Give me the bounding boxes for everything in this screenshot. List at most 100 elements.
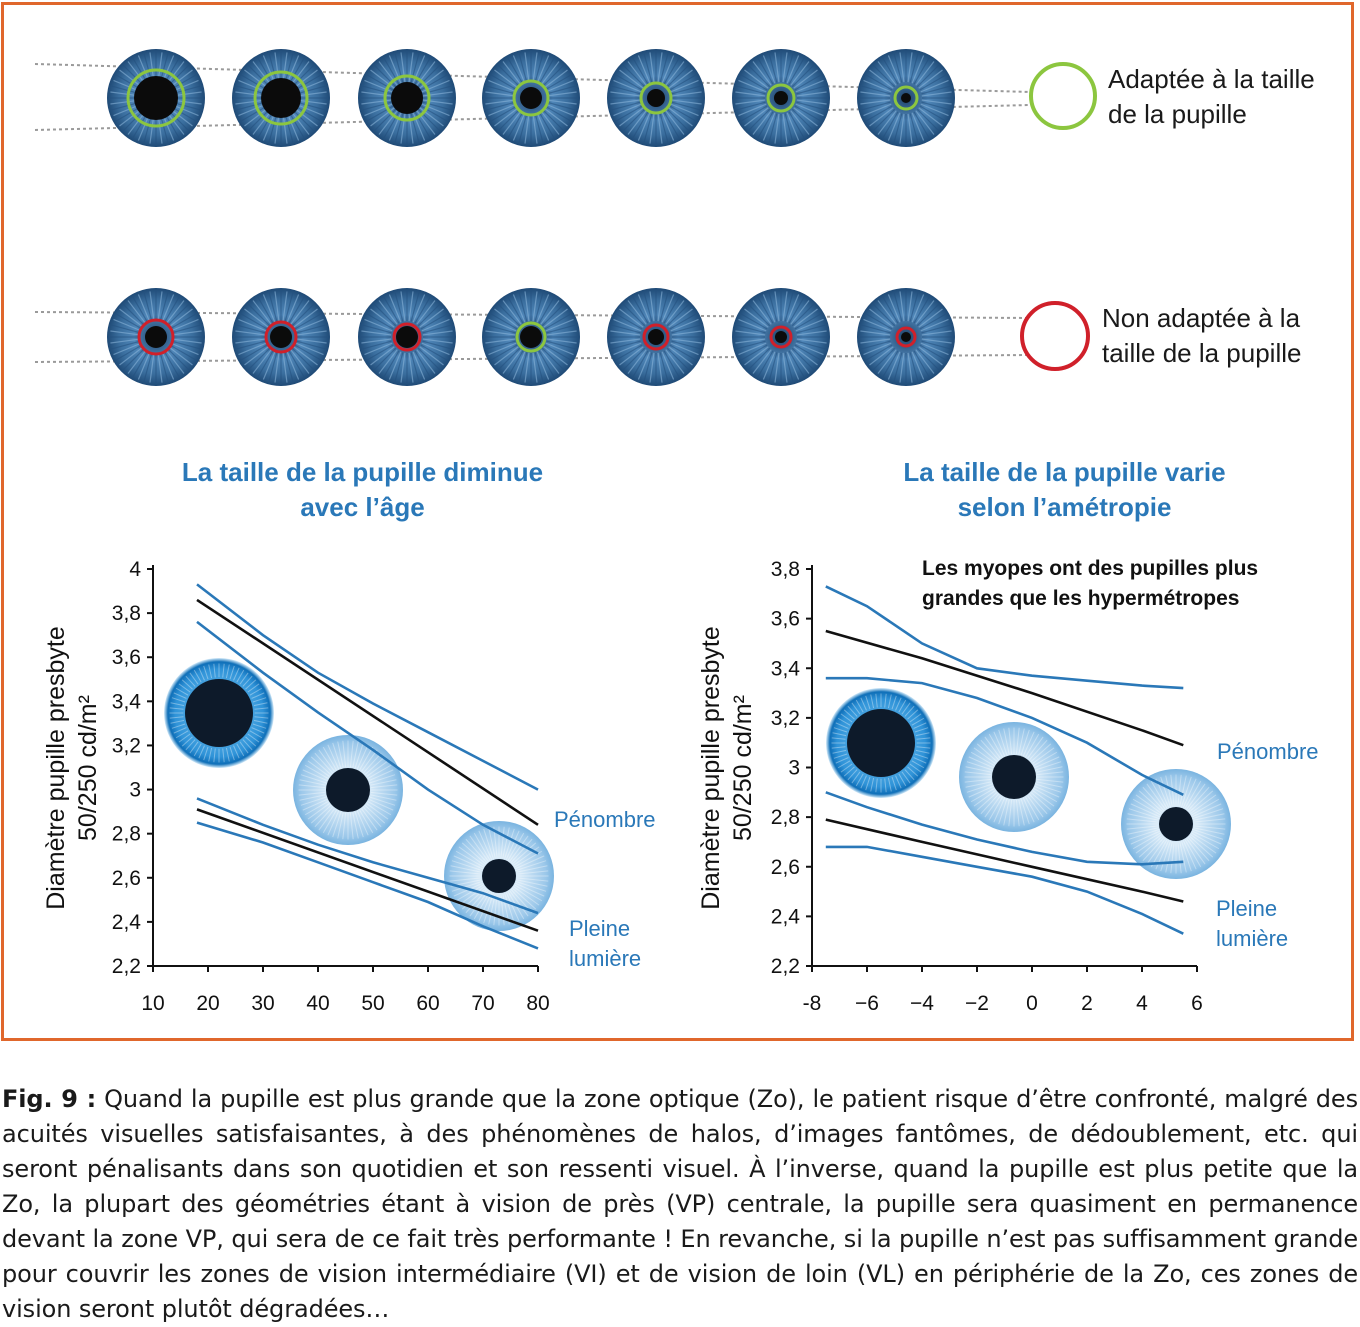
- adapted-iris-7: [857, 49, 955, 147]
- chart-age-pleine-lumiere-upper-line: [196, 797, 539, 915]
- chart-ametropia-eye-illustrations: [826, 688, 1231, 879]
- chart-ametropia-title-line2: selon l’amétropie: [957, 492, 1172, 522]
- chart-ametropia-xtick-label: 4: [1136, 992, 1148, 1015]
- not-adapted-iris-1: [107, 288, 205, 386]
- age-eye-medium-icon: [293, 735, 403, 845]
- chart-ametropia-xtick-label: -8: [803, 992, 822, 1015]
- chart-ametropia-penombre-upper-line: [825, 585, 1184, 690]
- adapted-iris-2: [232, 49, 330, 147]
- caption-label: Fig. 9 :: [2, 1085, 97, 1113]
- chart-ametropia-title-line1: La taille de la pupille varie: [903, 457, 1226, 487]
- chart-ametropia-xtick-label: −6: [855, 992, 879, 1015]
- not-adapted-iris-6: [732, 288, 830, 386]
- chart-ametropia-ytick-label: 2,8: [771, 806, 800, 829]
- not-adapted-iris-4: [482, 288, 580, 386]
- chart-age-penombre-mean-line: [196, 598, 539, 826]
- adapted-iris-3: [358, 49, 456, 147]
- chart-ametropia-ytick-label: 2,2: [771, 955, 800, 978]
- chart-age-ytick-label: 2,6: [112, 867, 141, 890]
- chart-age-xtick-label: 20: [196, 992, 219, 1015]
- chart-age-xtick-label: 80: [526, 992, 549, 1015]
- chart-age-ylabel-line1: Diamètre pupille presbyte: [42, 626, 70, 910]
- chart-ametropia-series: [825, 585, 1184, 935]
- chart-ametropia-title: La taille de la pupille varie selon l’am…: [832, 455, 1297, 525]
- adapted-legend-line1: Adaptée à la taille: [1108, 64, 1315, 94]
- chart-age-xtick-label: 10: [141, 992, 164, 1015]
- ametropia-eye-small-icon: [1121, 769, 1231, 879]
- adapted-legend-circle: [1029, 62, 1097, 130]
- chart-ametropia-xtick-label: −4: [910, 992, 934, 1015]
- chart-ametropia-ytick-label: 3,8: [771, 558, 800, 581]
- ametropia-eye-medium-icon: [959, 722, 1069, 832]
- age-eye-small-icon: [444, 821, 554, 931]
- chart-age-title-line1: La taille de la pupille diminue: [181, 457, 544, 487]
- chart-age: 2,2 2,4 2,6 2,8 3 3,2 3,4 3,6 3,8 4 10 20 30 40 50 60 70…: [112, 558, 554, 1015]
- chart-ametropia-penombre-lower-line: [825, 676, 1184, 796]
- chart-ametropia-pleine-lumiere-upper-line: [825, 791, 1184, 866]
- chart-age-pleine-lumiere-label: Pleine lumière: [569, 914, 641, 974]
- chart-age-ytick-label: 2,4: [112, 911, 142, 934]
- annotation-line2: grandes que les hypermétropes: [922, 587, 1240, 610]
- chart-ametropia-ytick-label: 3,4: [771, 657, 801, 680]
- chart-ametropia-pleine-lumiere-label: Pleine lumière: [1216, 894, 1288, 954]
- annotation-line1: Les myopes ont des pupilles plus: [922, 557, 1259, 580]
- chart-age-ylabel: Diamètre pupille presbyte 50/250 cd/m²: [40, 598, 104, 938]
- not-adapted-legend-line2: taille de la pupille: [1102, 338, 1302, 368]
- chart-age-xtick-label: 70: [471, 992, 494, 1015]
- chart-age-ylabel-line2: 50/250 cd/m²: [74, 695, 102, 841]
- adapted-iris-4: [482, 49, 580, 147]
- chart-age-ytick-label: 3,2: [112, 734, 141, 757]
- chart-ametropia-ylabel-line2: 50/250 cd/m²: [729, 695, 757, 841]
- adapted-iris-6: [732, 49, 830, 147]
- adapted-legend-label: Adaptée à la taille de la pupille: [1108, 62, 1315, 132]
- chart-age-ytick-label: 4: [129, 558, 141, 581]
- figure-frame: [1, 2, 1354, 1041]
- chart-age-ytick-label: 2,2: [112, 955, 141, 978]
- chart-age-penombre-label: Pénombre: [554, 807, 656, 832]
- not-adapted-legend-circle: [1020, 301, 1090, 371]
- chart-age-series: [196, 583, 539, 950]
- chart-ametropia-pleine-lumiere-mean-line: [825, 818, 1184, 903]
- chart-ametropia-xtick-label: 2: [1081, 992, 1093, 1015]
- chart-ametropia-ytick-label: 3,2: [771, 707, 800, 730]
- chart-age-penombre-upper-line: [196, 583, 539, 791]
- chart-ametropia-ylabel: Diamètre pupille presbyte 50/250 cd/m²: [695, 598, 759, 938]
- chart-age-pleine-lumiere-lower-line: [196, 821, 539, 950]
- iris-row-adapted: [107, 49, 955, 147]
- chart-ametropia-ytick-label: 3: [788, 757, 800, 780]
- chart-age-ytick-label: 3,6: [112, 646, 141, 669]
- not-adapted-iris-2: [232, 288, 330, 386]
- not-adapted-legend-line1: Non adaptée à la: [1102, 303, 1301, 333]
- chart-age-ytick-label: 3,4: [112, 690, 142, 713]
- chart-age-pleine-lumiere-mean-line: [196, 808, 539, 932]
- chart-ametropia-penombre-label: Pénombre: [1217, 739, 1319, 764]
- chart-ametropia-ylabel-line1: Diamètre pupille presbyte: [697, 626, 725, 910]
- chart-ametropia-ytick-label: 3,6: [771, 608, 800, 631]
- chart-age-xtick-label: 40: [306, 992, 329, 1015]
- adapted-iris-5: [607, 49, 705, 147]
- not-adapted-iris-3: [358, 288, 456, 386]
- not-adapted-iris-7: [857, 288, 955, 386]
- chart-ametropia-xtick-label: 6: [1191, 992, 1203, 1015]
- chart-ametropia-ytick-label: 2,6: [771, 856, 800, 879]
- chart-ametropia: 2,2 2,4 2,6 2,8 3 3,2 3,4 3,6 3,8 -8 −6 −4 −2 0 2 4 6: [771, 558, 1231, 1015]
- chart-age-xtick-label: 30: [251, 992, 274, 1015]
- caption-text: Quand la pupille est plus grande que la …: [2, 1085, 1358, 1323]
- chart-ametropia-xtick-label: 0: [1026, 992, 1038, 1015]
- ametropia-eye-large-icon: [826, 688, 936, 798]
- not-adapted-legend-label: Non adaptée à la taille de la pupille: [1102, 301, 1301, 371]
- chart-age-pleine-line1: Pleine: [569, 916, 631, 941]
- chart-age-ytick-label: 3: [129, 779, 141, 802]
- chart-ametropia-ytick-label: 2,4: [771, 905, 801, 928]
- chart-age-axes: 2,2 2,4 2,6 2,8 3 3,2 3,4 3,6 3,8 4 10 20 30 40 50 60 70…: [112, 558, 550, 1015]
- adapted-legend-line2: de la pupille: [1108, 99, 1247, 129]
- not-adapted-iris-5: [607, 288, 705, 386]
- chart-ametropia-pleine-lumiere-lower-line: [825, 845, 1184, 935]
- iris-row-not-adapted: [107, 288, 955, 386]
- chart-age-penombre-lower-line: [196, 620, 539, 855]
- chart-age-title: La taille de la pupille diminue avec l’â…: [130, 455, 595, 525]
- chart-age-xtick-label: 60: [416, 992, 439, 1015]
- chart-age-pleine-line2: lumière: [569, 946, 642, 971]
- chart-ametropia-pleine-line1: Pleine: [1216, 896, 1278, 921]
